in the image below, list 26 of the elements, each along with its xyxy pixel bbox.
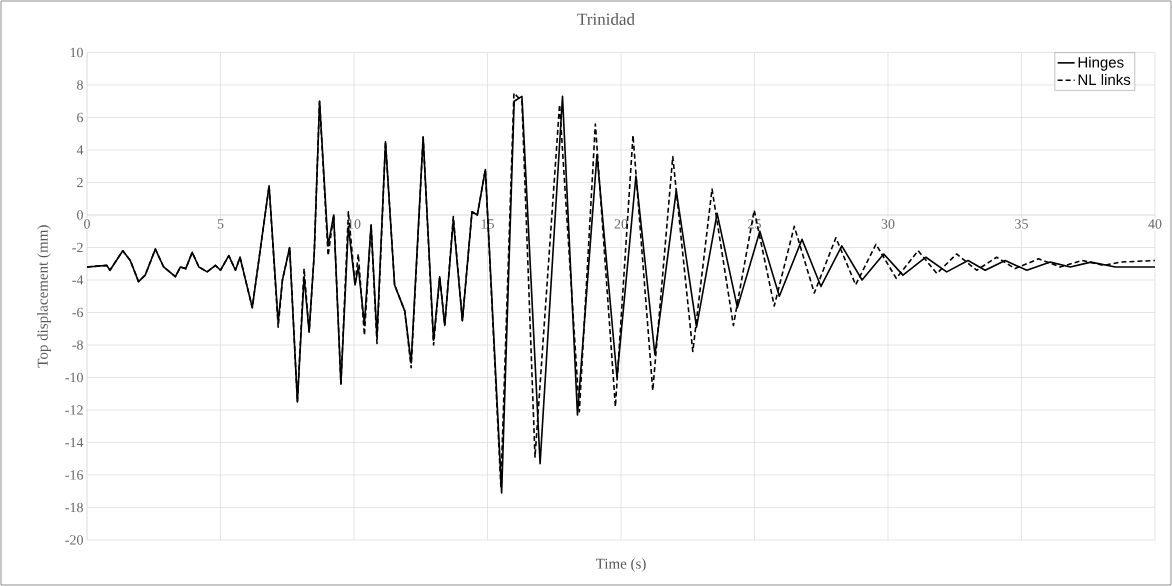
x-tick-label: 35: [1015, 219, 1028, 229]
chart-title: Trinidad: [577, 13, 635, 25]
x-tick-label: 5: [217, 219, 224, 229]
y-tick-label: 8: [77, 80, 83, 90]
y-tick-label: 6: [77, 112, 84, 123]
legend-label: NL links: [1078, 74, 1131, 86]
y-tick-label: -10: [65, 372, 83, 383]
y-tick-label: -16: [65, 470, 84, 480]
y-tick-label: -20: [65, 535, 83, 545]
x-tick-label: 20: [614, 219, 628, 229]
y-tick-label: -6: [72, 307, 84, 318]
legend-label: Hinges: [1078, 56, 1124, 71]
y-tick-label: -12: [65, 405, 83, 415]
y-tick-label: -8: [72, 340, 83, 350]
y-tick-label: -4: [72, 275, 84, 285]
x-tick-label: 40: [1148, 219, 1162, 229]
x-axis-title: Time (s): [595, 558, 646, 572]
y-tick-label: 2: [77, 177, 83, 188]
y-tick-label: -14: [65, 437, 84, 448]
y-tick-label: 4: [76, 145, 84, 155]
x-tick-label: 30: [881, 219, 895, 229]
y-tick-label: 10: [70, 47, 83, 58]
y-tick-label: -2: [72, 242, 83, 253]
y-tick-label: 0: [77, 210, 83, 220]
y-tick-label: -18: [65, 502, 83, 513]
y-axis-title: Top displacement (mm): [37, 225, 51, 368]
